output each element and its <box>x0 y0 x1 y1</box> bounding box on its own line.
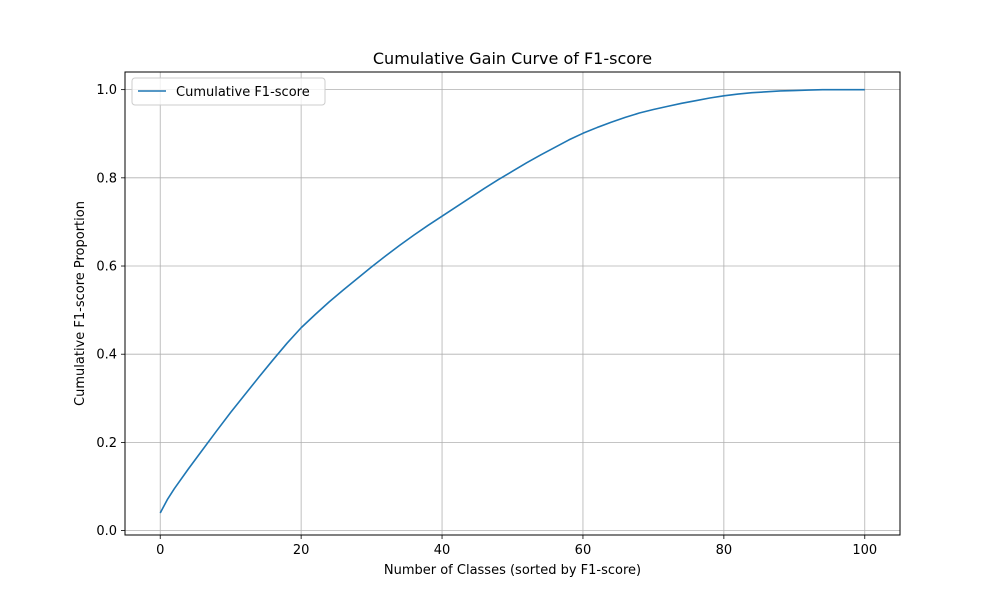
legend-box <box>131 77 326 106</box>
y-tick-label: 0.0 <box>96 524 117 539</box>
y-tick-label: 0.2 <box>96 436 117 451</box>
x-tick-label: 0 <box>156 543 164 558</box>
y-tick-label: 0.8 <box>96 171 117 186</box>
grid <box>125 72 900 535</box>
y-tick-label: 0.6 <box>96 260 117 275</box>
x-tick-label: 20 <box>293 543 310 558</box>
x-tick-label: 80 <box>716 543 733 558</box>
x-tick-label: 60 <box>575 543 592 558</box>
y-tick-label: 1.0 <box>96 83 117 98</box>
x-tick-label: 40 <box>434 543 451 558</box>
y-tick-label: 0.4 <box>96 348 117 363</box>
plot-frame <box>124 71 901 536</box>
series-line <box>159 88 865 514</box>
y-axis-label: Cumulative F1-score Proportion <box>73 201 88 406</box>
legend: Cumulative F1-score <box>131 77 326 106</box>
chart-title: Cumulative Gain Curve of F1-score <box>373 49 652 68</box>
legend-label: Cumulative F1-score <box>176 85 310 100</box>
x-tick-label: 100 <box>852 543 877 558</box>
series-layer <box>159 88 865 514</box>
x-axis-label: Number of Classes (sorted by F1-score) <box>384 563 641 578</box>
ticks: 0 20 40 60 80 100 0.0 0.2 0.4 0.6 0.8 1.0 <box>96 83 877 558</box>
